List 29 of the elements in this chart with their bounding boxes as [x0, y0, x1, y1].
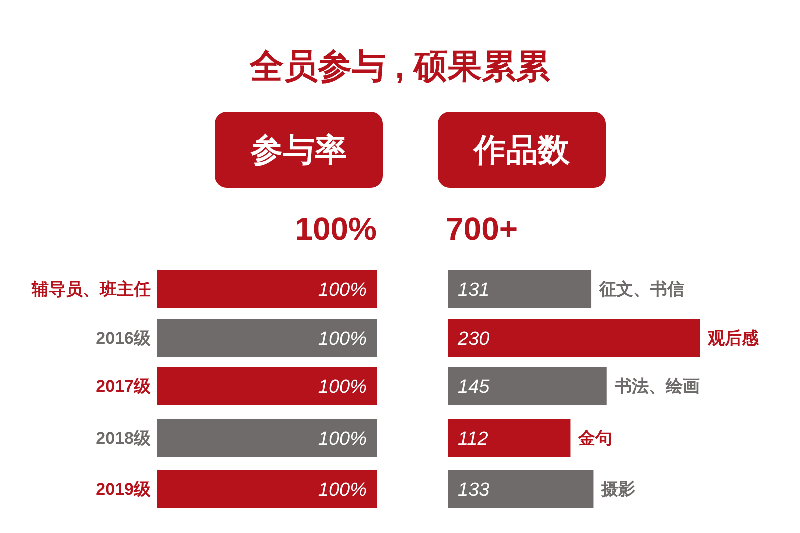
chart-title: 作品数 [472, 132, 571, 168]
y-tick-label: 2019级 [96, 480, 152, 499]
chart-subtitle: 100% [295, 211, 377, 247]
text: 全员参与 , 硕果累累 [248, 48, 552, 86]
data-label: 112 [458, 429, 489, 450]
chart-subtitle: 700+ [446, 211, 518, 247]
data-label: 133 [458, 480, 490, 501]
y-tick-label: 观后感 [707, 329, 760, 348]
data-label: 145 [458, 377, 490, 398]
data-label: 100% [318, 329, 368, 350]
bar [448, 319, 700, 357]
data-label: 100% [318, 377, 368, 398]
y-tick-label: 辅导员、班主任 [31, 280, 151, 299]
bar [448, 270, 592, 308]
chart-title: 参与率 [250, 132, 347, 168]
y-tick-label: 2018级 [96, 429, 152, 448]
y-tick-label: 征文、书信 [598, 280, 685, 299]
y-tick-label: 2016级 [96, 329, 152, 348]
y-tick-label: 金句 [578, 429, 613, 448]
data-label: 100% [318, 429, 368, 450]
data-label: 100% [318, 280, 368, 301]
bar [448, 470, 594, 508]
data-label: 100% [318, 480, 368, 501]
y-tick-label: 书法、绘画 [614, 377, 700, 396]
data-label: 230 [457, 329, 490, 350]
data-label: 131 [458, 280, 490, 301]
bar [448, 419, 571, 457]
y-tick-label: 摄影 [600, 480, 636, 499]
y-tick-label: 2017级 [96, 377, 152, 396]
